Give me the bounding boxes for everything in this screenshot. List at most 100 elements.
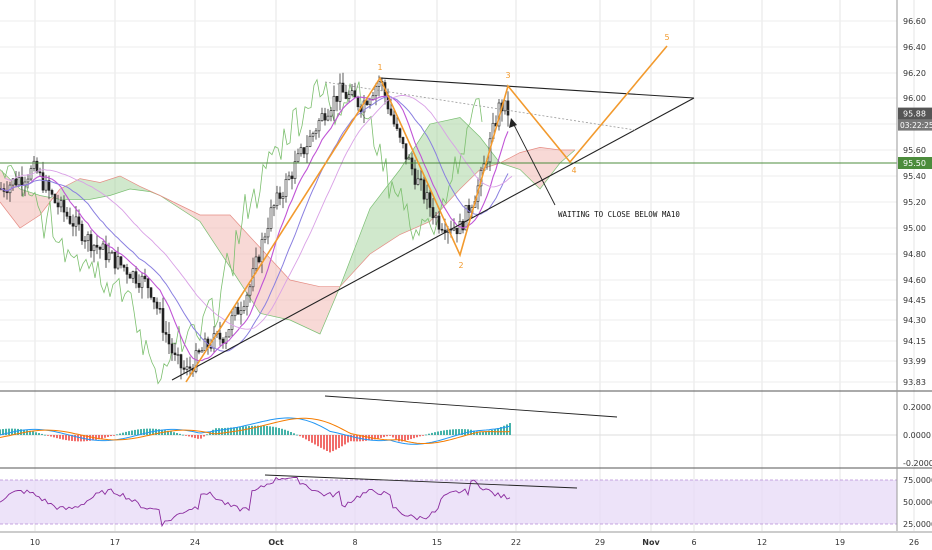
candle-body [125,267,129,275]
macd-histogram-bar [44,434,46,436]
time-tick-label: Oct [268,538,284,547]
candle-body [506,100,510,116]
macd-histogram-bar [134,429,136,435]
cloud-bull-2-span-a [339,117,501,287]
macd-histogram-bar [53,435,55,438]
macd-histogram-bar [263,425,265,435]
rsi-tick-label: 75.0000 [903,476,932,485]
price-tick-label: 93.83 [903,378,926,387]
candle-body [266,228,270,238]
candle-body [41,172,45,191]
macd-histogram-bar [326,435,328,451]
macd-histogram-bar [86,435,88,442]
candle-body [182,367,186,370]
macd-panel[interactable] [0,395,897,453]
candle-body [185,366,189,370]
macd-histogram-bar [290,431,292,435]
macd-histogram-bar [344,435,346,445]
macd-histogram-bar [503,425,505,435]
cloud-bear-2 [500,147,575,189]
candle-body [284,179,288,197]
candle-body [230,315,234,330]
macd-histogram-bar [125,431,127,435]
candle-body [254,256,258,270]
candle-body [332,95,336,111]
cloud-bear-0-span-a [0,169,61,200]
macd-histogram-bar [275,427,277,435]
candle-body [14,178,18,186]
macd-histogram-bar [95,435,97,440]
price-tick-label: 96.60 [903,17,926,26]
candle-body [116,256,120,269]
macd-histogram-bar [71,435,73,441]
candle-body [374,86,378,97]
cloud-bear-1 [160,195,340,334]
candle-body [326,115,330,121]
time-tick-label: 19 [835,538,845,547]
macd-histogram-bar [314,435,316,445]
macd-histogram-bar [158,429,160,435]
candle-body [239,310,243,315]
time-tick-label: 22 [511,538,521,547]
macd-histogram-bar [230,427,232,435]
macd-histogram-bar [323,435,325,450]
macd-histogram-bar [212,429,214,435]
macd-histogram-bar [104,435,106,438]
macd-histogram-bar [380,435,382,438]
cloud-bear-2-span-a [499,149,576,190]
candle-body [62,200,66,213]
time-tick-label: 12 [757,538,767,547]
macd-histogram-bar [416,435,418,438]
wave-label-1: 1 [377,63,382,72]
candle-body [272,205,276,209]
price-panel[interactable]: 1 2 3 4 5 WAITING TO CLOSE BELOW MA10 [0,33,897,385]
rsi-divergence-line [264,474,578,489]
macd-histogram-bar [164,430,166,435]
macd-histogram-bar [0,429,1,435]
price-tick-label: 96.40 [903,43,926,52]
candle-body [344,91,348,99]
candle-body [416,178,420,185]
candle-body [128,274,132,279]
candle-body [149,287,153,298]
macd-histogram-bar [50,435,52,437]
candle-body [305,146,309,155]
rsi-panel[interactable] [0,474,897,528]
candle-body [167,334,171,345]
macd-histogram-bar [419,435,421,437]
macd-histogram-bar [65,435,67,441]
candle-body [122,264,126,268]
candle-body [155,301,159,309]
candle-body [107,252,111,261]
macd-histogram-bar [440,430,442,435]
last-price-badge [898,107,932,120]
macd-histogram-bar [509,423,511,435]
macd-histogram-bar [32,431,34,435]
candle-body [134,271,138,284]
candle-body [314,130,318,134]
macd-histogram-bar [248,426,250,435]
macd-histogram-bar [101,435,103,439]
cloud-bull-1 [60,176,160,200]
macd-histogram-bar [89,435,91,441]
macd-histogram-bar [143,428,145,435]
ascending-trendline [171,97,695,381]
time-tick-label: 8 [352,538,357,547]
countdown-badge [898,119,932,131]
macd-histogram-bar [245,426,247,435]
macd-histogram-bar [218,428,220,435]
candle-body [467,204,471,213]
macd-histogram-bar [269,426,271,435]
macd-histogram-bar [506,424,508,435]
macd-histogram-bar [257,425,259,435]
candle-body [188,366,192,369]
macd-histogram-bar [353,435,355,442]
macd-histogram-bar [428,433,430,435]
candle-body [335,95,339,102]
candle-body [404,143,408,160]
candle-body [86,234,90,241]
candle-body [413,168,417,185]
dotted-channel-line [324,81,636,131]
price-tick-label: 94.60 [903,276,926,285]
